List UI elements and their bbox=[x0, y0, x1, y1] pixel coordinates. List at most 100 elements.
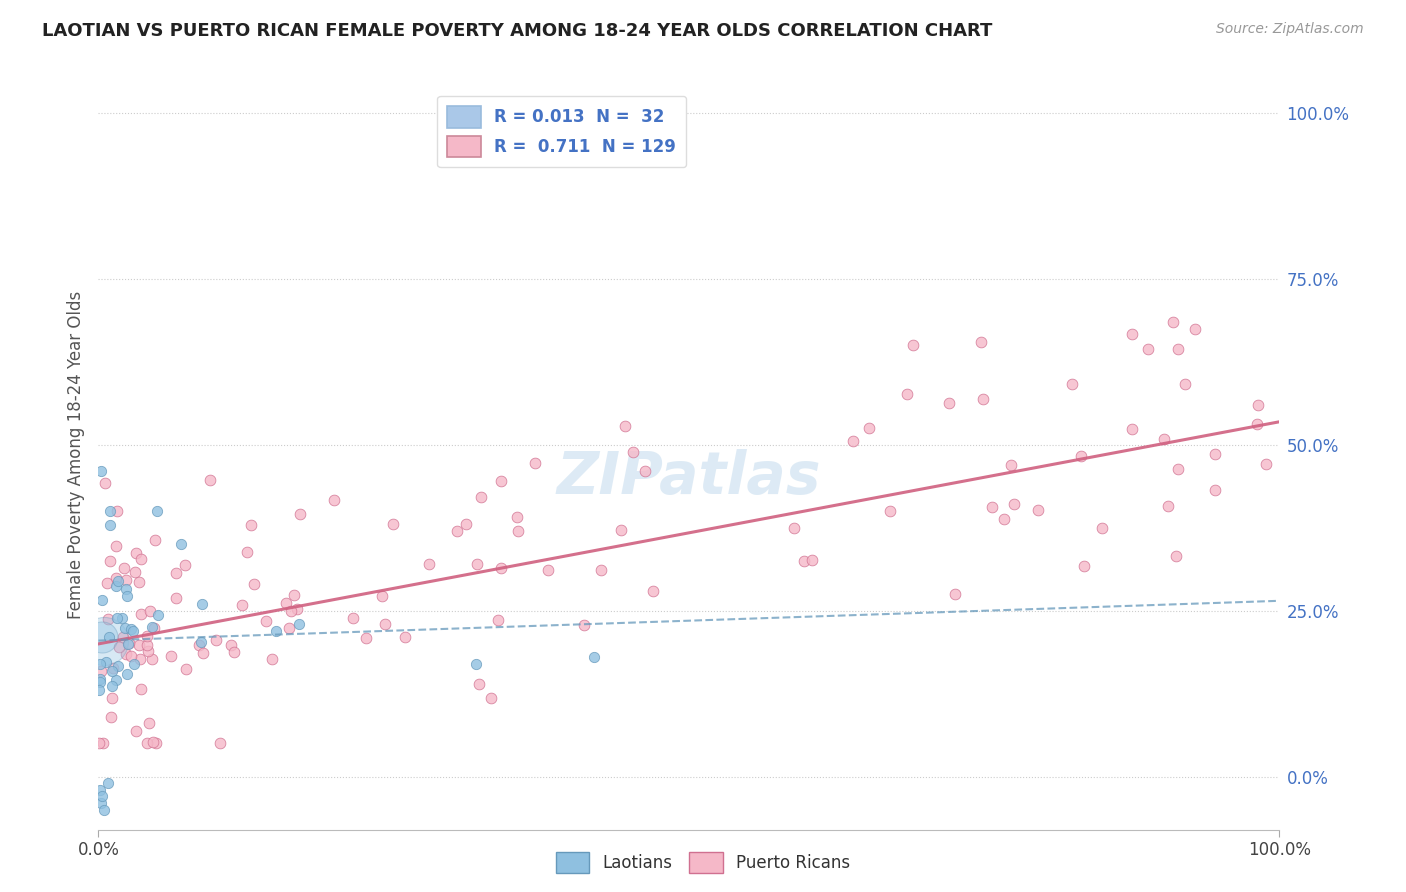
Point bbox=[224, 645, 246, 659]
Point bbox=[112, 561, 135, 575]
Point bbox=[165, 591, 187, 605]
Point bbox=[136, 644, 159, 658]
Point bbox=[879, 504, 901, 518]
Point bbox=[146, 608, 169, 623]
Point bbox=[489, 560, 512, 574]
Text: Source: ZipAtlas.com: Source: ZipAtlas.com bbox=[1216, 22, 1364, 37]
Point bbox=[101, 691, 124, 706]
Point bbox=[89, 782, 111, 797]
Point bbox=[1000, 458, 1022, 472]
Point bbox=[591, 563, 613, 577]
Point bbox=[139, 604, 162, 618]
Point bbox=[972, 392, 994, 406]
Point bbox=[262, 652, 284, 666]
Point bbox=[101, 679, 124, 693]
Point bbox=[1174, 376, 1197, 391]
Point bbox=[322, 492, 344, 507]
Point bbox=[101, 665, 124, 679]
Point bbox=[142, 734, 165, 748]
Point bbox=[287, 602, 309, 616]
Point bbox=[89, 673, 111, 687]
Point bbox=[111, 610, 134, 624]
Point bbox=[1164, 549, 1187, 564]
Point bbox=[1136, 342, 1159, 356]
Point bbox=[489, 475, 512, 489]
Point bbox=[239, 517, 262, 532]
Point bbox=[454, 516, 477, 531]
Point bbox=[980, 500, 1002, 514]
Point bbox=[105, 571, 128, 585]
Point bbox=[136, 638, 159, 652]
Point bbox=[170, 537, 193, 551]
Legend: R = 0.013  N =  32, R =  0.711  N = 129: R = 0.013 N = 32, R = 0.711 N = 129 bbox=[437, 96, 686, 168]
Point bbox=[264, 624, 287, 638]
Point bbox=[274, 596, 297, 610]
Point bbox=[614, 419, 637, 434]
Point bbox=[107, 659, 129, 673]
Point bbox=[145, 736, 167, 750]
Point bbox=[896, 386, 918, 401]
Point bbox=[394, 630, 416, 644]
Point bbox=[278, 622, 301, 636]
Text: LAOTIAN VS PUERTO RICAN FEMALE POVERTY AMONG 18-24 YEAR OLDS CORRELATION CHART: LAOTIAN VS PUERTO RICAN FEMALE POVERTY A… bbox=[42, 22, 993, 40]
Point bbox=[468, 677, 491, 691]
Point bbox=[1026, 503, 1049, 517]
Point bbox=[842, 434, 865, 448]
Point bbox=[105, 503, 128, 517]
Point bbox=[122, 624, 145, 639]
Point bbox=[97, 776, 120, 790]
Point bbox=[633, 465, 655, 479]
Point bbox=[129, 551, 152, 566]
Point bbox=[125, 723, 148, 738]
Point bbox=[142, 621, 165, 635]
Point bbox=[111, 630, 134, 644]
Point bbox=[371, 589, 394, 603]
Point bbox=[136, 628, 159, 642]
Point bbox=[641, 583, 664, 598]
Point bbox=[105, 611, 128, 625]
Point bbox=[120, 622, 142, 636]
Point bbox=[524, 456, 547, 470]
Point bbox=[120, 649, 142, 664]
Point bbox=[129, 681, 152, 696]
Point bbox=[90, 796, 112, 810]
Point bbox=[101, 661, 124, 675]
Point bbox=[1070, 450, 1092, 464]
Point bbox=[91, 630, 114, 644]
Point bbox=[486, 613, 509, 627]
Point bbox=[114, 621, 136, 635]
Point bbox=[858, 421, 880, 435]
Point bbox=[165, 566, 187, 581]
Point bbox=[89, 736, 111, 750]
Point bbox=[146, 504, 169, 518]
Point bbox=[138, 715, 160, 730]
Point bbox=[115, 589, 138, 603]
Point bbox=[190, 635, 212, 649]
Point bbox=[96, 575, 118, 590]
Point bbox=[621, 445, 644, 459]
Point bbox=[191, 646, 214, 660]
Point bbox=[205, 632, 228, 647]
Point bbox=[1002, 498, 1025, 512]
Point bbox=[901, 337, 924, 351]
Point bbox=[115, 573, 138, 587]
Point bbox=[129, 652, 152, 666]
Point bbox=[243, 576, 266, 591]
Point bbox=[970, 334, 993, 349]
Point bbox=[1060, 376, 1083, 391]
Point bbox=[254, 614, 277, 628]
Point bbox=[1121, 327, 1143, 342]
Point bbox=[93, 803, 115, 817]
Point bbox=[783, 521, 806, 535]
Point bbox=[506, 510, 529, 524]
Point bbox=[128, 574, 150, 589]
Point bbox=[610, 523, 633, 537]
Point bbox=[993, 512, 1015, 526]
Point bbox=[342, 610, 364, 624]
Point bbox=[200, 473, 222, 487]
Point bbox=[89, 674, 111, 689]
Point bbox=[173, 558, 195, 573]
Point bbox=[89, 657, 111, 671]
Point bbox=[160, 649, 183, 664]
Point bbox=[572, 618, 595, 632]
